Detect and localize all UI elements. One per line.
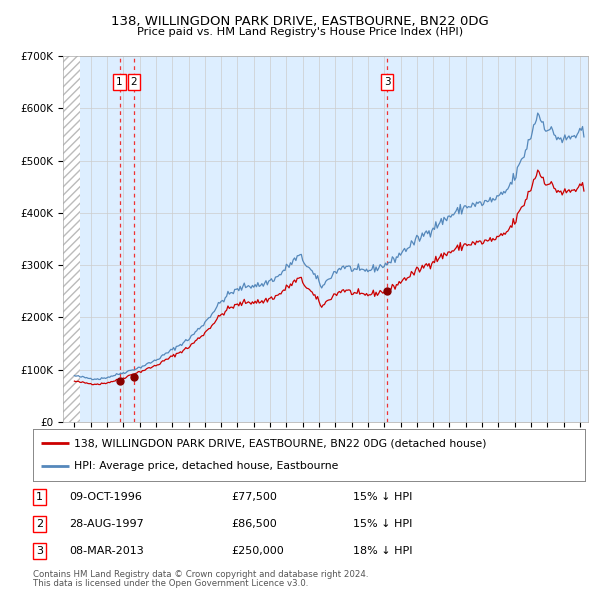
Text: 08-MAR-2013: 08-MAR-2013 (69, 546, 143, 556)
Text: 09-OCT-1996: 09-OCT-1996 (69, 492, 142, 502)
Text: 18% ↓ HPI: 18% ↓ HPI (353, 546, 413, 556)
Text: 3: 3 (384, 77, 391, 87)
Text: 3: 3 (36, 546, 43, 556)
Text: 2: 2 (36, 519, 43, 529)
Text: This data is licensed under the Open Government Licence v3.0.: This data is licensed under the Open Gov… (33, 579, 308, 588)
Text: HPI: Average price, detached house, Eastbourne: HPI: Average price, detached house, East… (74, 461, 339, 471)
Text: 1: 1 (116, 77, 123, 87)
Text: 138, WILLINGDON PARK DRIVE, EASTBOURNE, BN22 0DG (detached house): 138, WILLINGDON PARK DRIVE, EASTBOURNE, … (74, 438, 487, 448)
Text: 138, WILLINGDON PARK DRIVE, EASTBOURNE, BN22 0DG: 138, WILLINGDON PARK DRIVE, EASTBOURNE, … (111, 15, 489, 28)
Text: £77,500: £77,500 (232, 492, 278, 502)
Text: Contains HM Land Registry data © Crown copyright and database right 2024.: Contains HM Land Registry data © Crown c… (33, 570, 368, 579)
Text: 15% ↓ HPI: 15% ↓ HPI (353, 492, 413, 502)
Bar (63, 56, 80, 422)
Text: 2: 2 (131, 77, 137, 87)
Text: Price paid vs. HM Land Registry's House Price Index (HPI): Price paid vs. HM Land Registry's House … (137, 27, 463, 37)
Text: £250,000: £250,000 (232, 546, 284, 556)
Text: 28-AUG-1997: 28-AUG-1997 (69, 519, 143, 529)
Text: £86,500: £86,500 (232, 519, 277, 529)
Text: 1: 1 (36, 492, 43, 502)
Text: 15% ↓ HPI: 15% ↓ HPI (353, 519, 413, 529)
